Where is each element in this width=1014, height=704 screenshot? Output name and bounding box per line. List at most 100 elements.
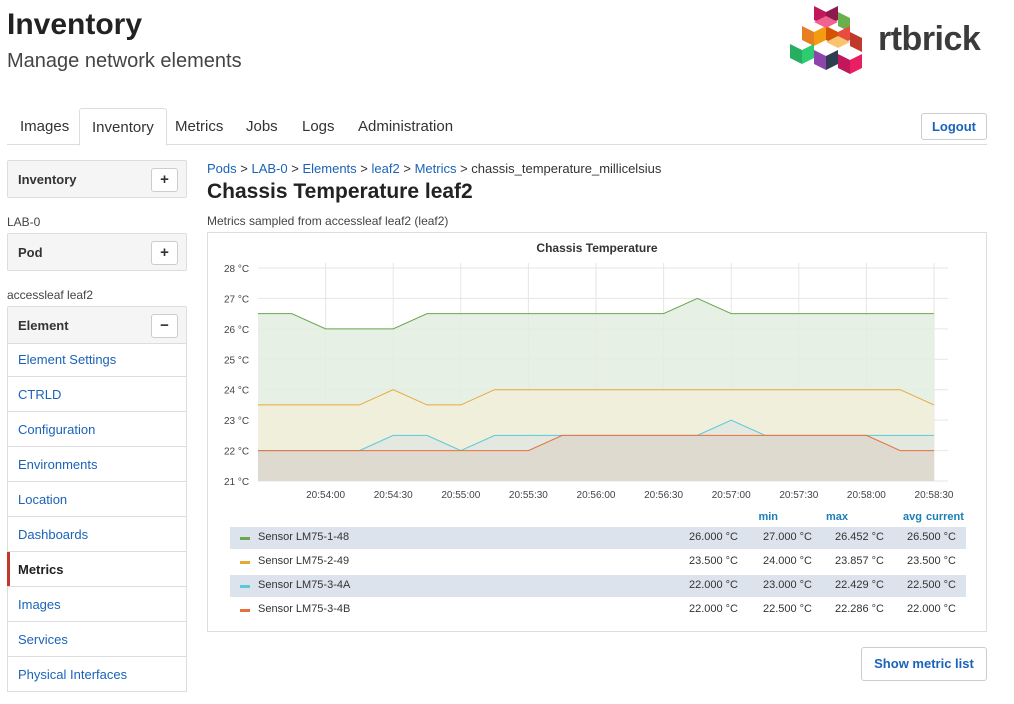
sidebar-item-ctrld[interactable]: CTRLD	[8, 377, 186, 412]
legend-header-current: current	[926, 511, 964, 523]
x-tick-label: 20:57:30	[779, 490, 818, 501]
legend-row[interactable]: Sensor LM75-1-48 26.000 °C 27.000 °C 26.…	[230, 527, 966, 549]
pod-panel-title: Pod	[18, 245, 43, 260]
breadcrumb-leaf2[interactable]: leaf2	[371, 161, 400, 176]
sidebar-item-location[interactable]: Location	[8, 482, 186, 517]
inventory-panel-title: Inventory	[18, 172, 77, 187]
main-tabs: Images Inventory Metrics Jobs Logs Admin…	[7, 108, 987, 146]
legend-max: 27.000 °C	[762, 531, 812, 543]
breadcrumb-lab[interactable]: LAB-0	[251, 161, 288, 176]
legend-avg: 22.286 °C	[834, 603, 884, 615]
breadcrumb-metrics[interactable]: Metrics	[414, 161, 457, 176]
inventory-panel: Inventory +	[7, 160, 187, 198]
chart-panel: Chassis Temperature 21 °C 22 °C 23 °C 24 °C 2…	[207, 232, 987, 632]
sidebar-item-environments[interactable]: Environments	[8, 447, 186, 482]
x-tick-label: 20:58:30	[915, 490, 954, 501]
chart-title: Chassis Temperature	[536, 241, 657, 255]
legend-min: 22.000 °C	[688, 603, 738, 615]
cube-logo-icon	[790, 6, 862, 74]
element-panel: Element −	[7, 306, 187, 344]
legend-max: 24.000 °C	[762, 555, 812, 567]
legend-header-max: max	[825, 511, 848, 523]
breadcrumb: Pods > LAB-0 > Elements > leaf2 > Metric…	[207, 161, 661, 176]
rtbrick-logo: rtbrick	[786, 4, 996, 80]
legend-max: 23.000 °C	[762, 579, 812, 591]
breadcrumb-separator: >	[460, 161, 468, 176]
element-menu: Element Settings CTRLD Configuration Env…	[7, 342, 187, 692]
legend-avg: 26.452 °C	[834, 531, 884, 543]
legend-swatch	[240, 609, 250, 612]
pod-panel: Pod +	[7, 233, 187, 271]
legend-series-name: Sensor LM75-2-49	[258, 555, 350, 567]
legend-swatch	[240, 561, 250, 564]
legend-header-avg: avg	[903, 511, 922, 523]
breadcrumb-separator: >	[403, 161, 411, 176]
logout-button[interactable]: Logout	[921, 113, 987, 140]
y-tick-label: 23 °C	[224, 416, 249, 427]
series-line-4	[258, 434, 934, 452]
series-line-2	[258, 389, 935, 406]
tab-logs[interactable]: Logs	[302, 118, 335, 135]
legend-current: 22.500 °C	[906, 579, 956, 591]
x-tick-label: 20:55:30	[509, 490, 548, 501]
tab-jobs[interactable]: Jobs	[246, 118, 278, 135]
sidebar-item-services[interactable]: Services	[8, 622, 186, 657]
pod-caption: LAB-0	[7, 215, 41, 229]
x-tick-label: 20:55:00	[441, 490, 480, 501]
logo-text: rtbrick	[878, 20, 981, 58]
breadcrumb-elements[interactable]: Elements	[302, 161, 357, 176]
sidebar-item-metrics[interactable]: Metrics	[7, 552, 186, 587]
show-metric-list-button[interactable]: Show metric list	[861, 647, 987, 681]
legend-avg: 23.857 °C	[834, 555, 884, 567]
breadcrumb-separator: >	[240, 161, 248, 176]
metric-title: Chassis Temperature leaf2	[207, 180, 473, 203]
legend-current: 26.500 °C	[906, 531, 956, 543]
x-tick-label: 20:57:00	[712, 490, 751, 501]
legend-header-min: min	[758, 511, 778, 523]
legend-min: 22.000 °C	[688, 579, 738, 591]
sidebar-item-element-settings[interactable]: Element Settings	[8, 342, 186, 377]
y-tick-label: 25 °C	[224, 355, 249, 366]
breadcrumb-separator: >	[360, 161, 368, 176]
legend-min: 26.000 °C	[688, 531, 738, 543]
legend-current: 23.500 °C	[906, 555, 956, 567]
y-tick-label: 26 °C	[224, 325, 249, 336]
x-tick-label: 20:54:00	[306, 490, 345, 501]
element-collapse-button[interactable]: −	[151, 314, 178, 338]
legend-row[interactable]: Sensor LM75-2-49 23.500 °C 24.000 °C 23.…	[230, 551, 966, 573]
sidebar-item-configuration[interactable]: Configuration	[8, 412, 186, 447]
legend-max: 22.500 °C	[762, 603, 812, 615]
legend-series-name: Sensor LM75-1-48	[258, 531, 350, 543]
sidebar-item-dashboards[interactable]: Dashboards	[8, 517, 186, 552]
tab-images[interactable]: Images	[20, 118, 70, 135]
element-caption: accessleaf leaf2	[7, 288, 94, 302]
y-tick-label: 24 °C	[224, 386, 249, 397]
y-tick-label: 27 °C	[224, 294, 249, 305]
legend-row[interactable]: Sensor LM75-3-4B 22.000 °C 22.500 °C 22.…	[230, 599, 966, 621]
legend-row[interactable]: Sensor LM75-3-4A 22.000 °C 23.000 °C 22.…	[230, 575, 966, 597]
tab-inventory[interactable]: Inventory	[79, 108, 167, 146]
x-tick-label: 20:58:00	[847, 490, 886, 501]
legend-swatch	[240, 537, 250, 540]
x-tick-label: 20:56:00	[577, 490, 616, 501]
x-tick-label: 20:56:30	[644, 490, 683, 501]
series-line-1	[258, 297, 934, 330]
x-tick-label: 20:54:30	[374, 490, 413, 501]
y-tick-label: 22 °C	[224, 447, 249, 458]
element-panel-title: Element	[18, 318, 69, 333]
tab-metrics[interactable]: Metrics	[175, 118, 224, 135]
temperature-chart: Chassis Temperature 21 °C 22 °C 23 °C 24 °C 2…	[224, 241, 954, 501]
y-tick-label: 21 °C	[224, 477, 249, 488]
sidebar-item-images[interactable]: Images	[8, 587, 186, 622]
breadcrumb-pods[interactable]: Pods	[207, 161, 237, 176]
legend-min: 23.500 °C	[688, 555, 738, 567]
tab-administration[interactable]: Administration	[358, 118, 454, 135]
inventory-add-button[interactable]: +	[151, 168, 178, 192]
pod-add-button[interactable]: +	[151, 241, 178, 265]
sidebar-item-physical-interfaces[interactable]: Physical Interfaces	[8, 657, 186, 692]
series-area-4	[258, 435, 934, 481]
page-title: Inventory	[7, 8, 143, 41]
legend-swatch	[240, 585, 250, 588]
legend-series-name: Sensor LM75-3-4B	[258, 603, 351, 615]
legend-current: 22.000 °C	[906, 603, 956, 615]
